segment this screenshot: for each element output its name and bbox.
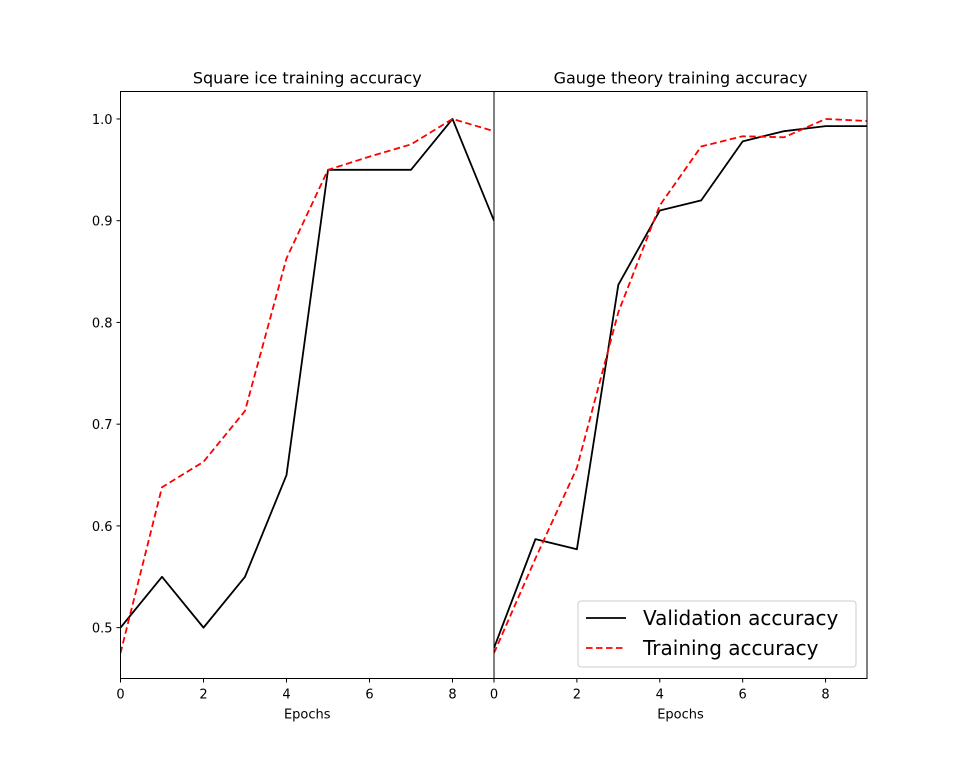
legend-training-accuracy-label: Training accuracy bbox=[642, 636, 819, 660]
x-tick-label: 8 bbox=[448, 688, 456, 703]
x-tick-label: 6 bbox=[739, 688, 747, 703]
x-axis-label: Epochs bbox=[657, 708, 704, 723]
validation-accuracy-line bbox=[494, 125, 867, 649]
x-tick-label: 2 bbox=[199, 688, 207, 703]
y-tick-label: 0.6 bbox=[92, 520, 113, 535]
x-tick-label: 2 bbox=[573, 688, 581, 703]
y-tick-label: 0.7 bbox=[92, 418, 113, 433]
panel-2: Gauge theory training accuracy 0 2 4 6 8 Epoch… bbox=[490, 69, 868, 723]
y-tick-label: 1.0 bbox=[92, 113, 113, 128]
legend-validation-accuracy-label: Validation accuracy bbox=[643, 606, 839, 630]
panel-1: Square ice training accuracy 0 2 4 6 8 Epochs 0… bbox=[92, 69, 495, 723]
legend-box bbox=[577, 600, 857, 668]
legend: Validation accuracy Training accuracy bbox=[577, 600, 857, 668]
axes-frame bbox=[493, 91, 868, 679]
x-tick-label: 4 bbox=[282, 688, 290, 703]
x-tick-label: 8 bbox=[821, 688, 829, 703]
y-tick-label: 0.5 bbox=[92, 622, 113, 637]
chart-title: Square ice training accuracy bbox=[193, 69, 422, 88]
x-tick-label: 0 bbox=[490, 688, 498, 703]
x-tick-label: 0 bbox=[116, 688, 124, 703]
x-axis-label: Epochs bbox=[284, 708, 331, 723]
y-tick-label: 0.9 bbox=[92, 215, 113, 230]
chart-title: Gauge theory training accuracy bbox=[554, 69, 808, 88]
axes-frame bbox=[120, 91, 495, 679]
x-tick-label: 4 bbox=[656, 688, 664, 703]
validation-accuracy-line bbox=[120, 118, 494, 629]
training-accuracy-line bbox=[120, 118, 494, 654]
training-accuracy-line bbox=[494, 118, 867, 654]
y-tick-label: 0.8 bbox=[92, 316, 113, 331]
x-tick-label: 6 bbox=[365, 688, 373, 703]
